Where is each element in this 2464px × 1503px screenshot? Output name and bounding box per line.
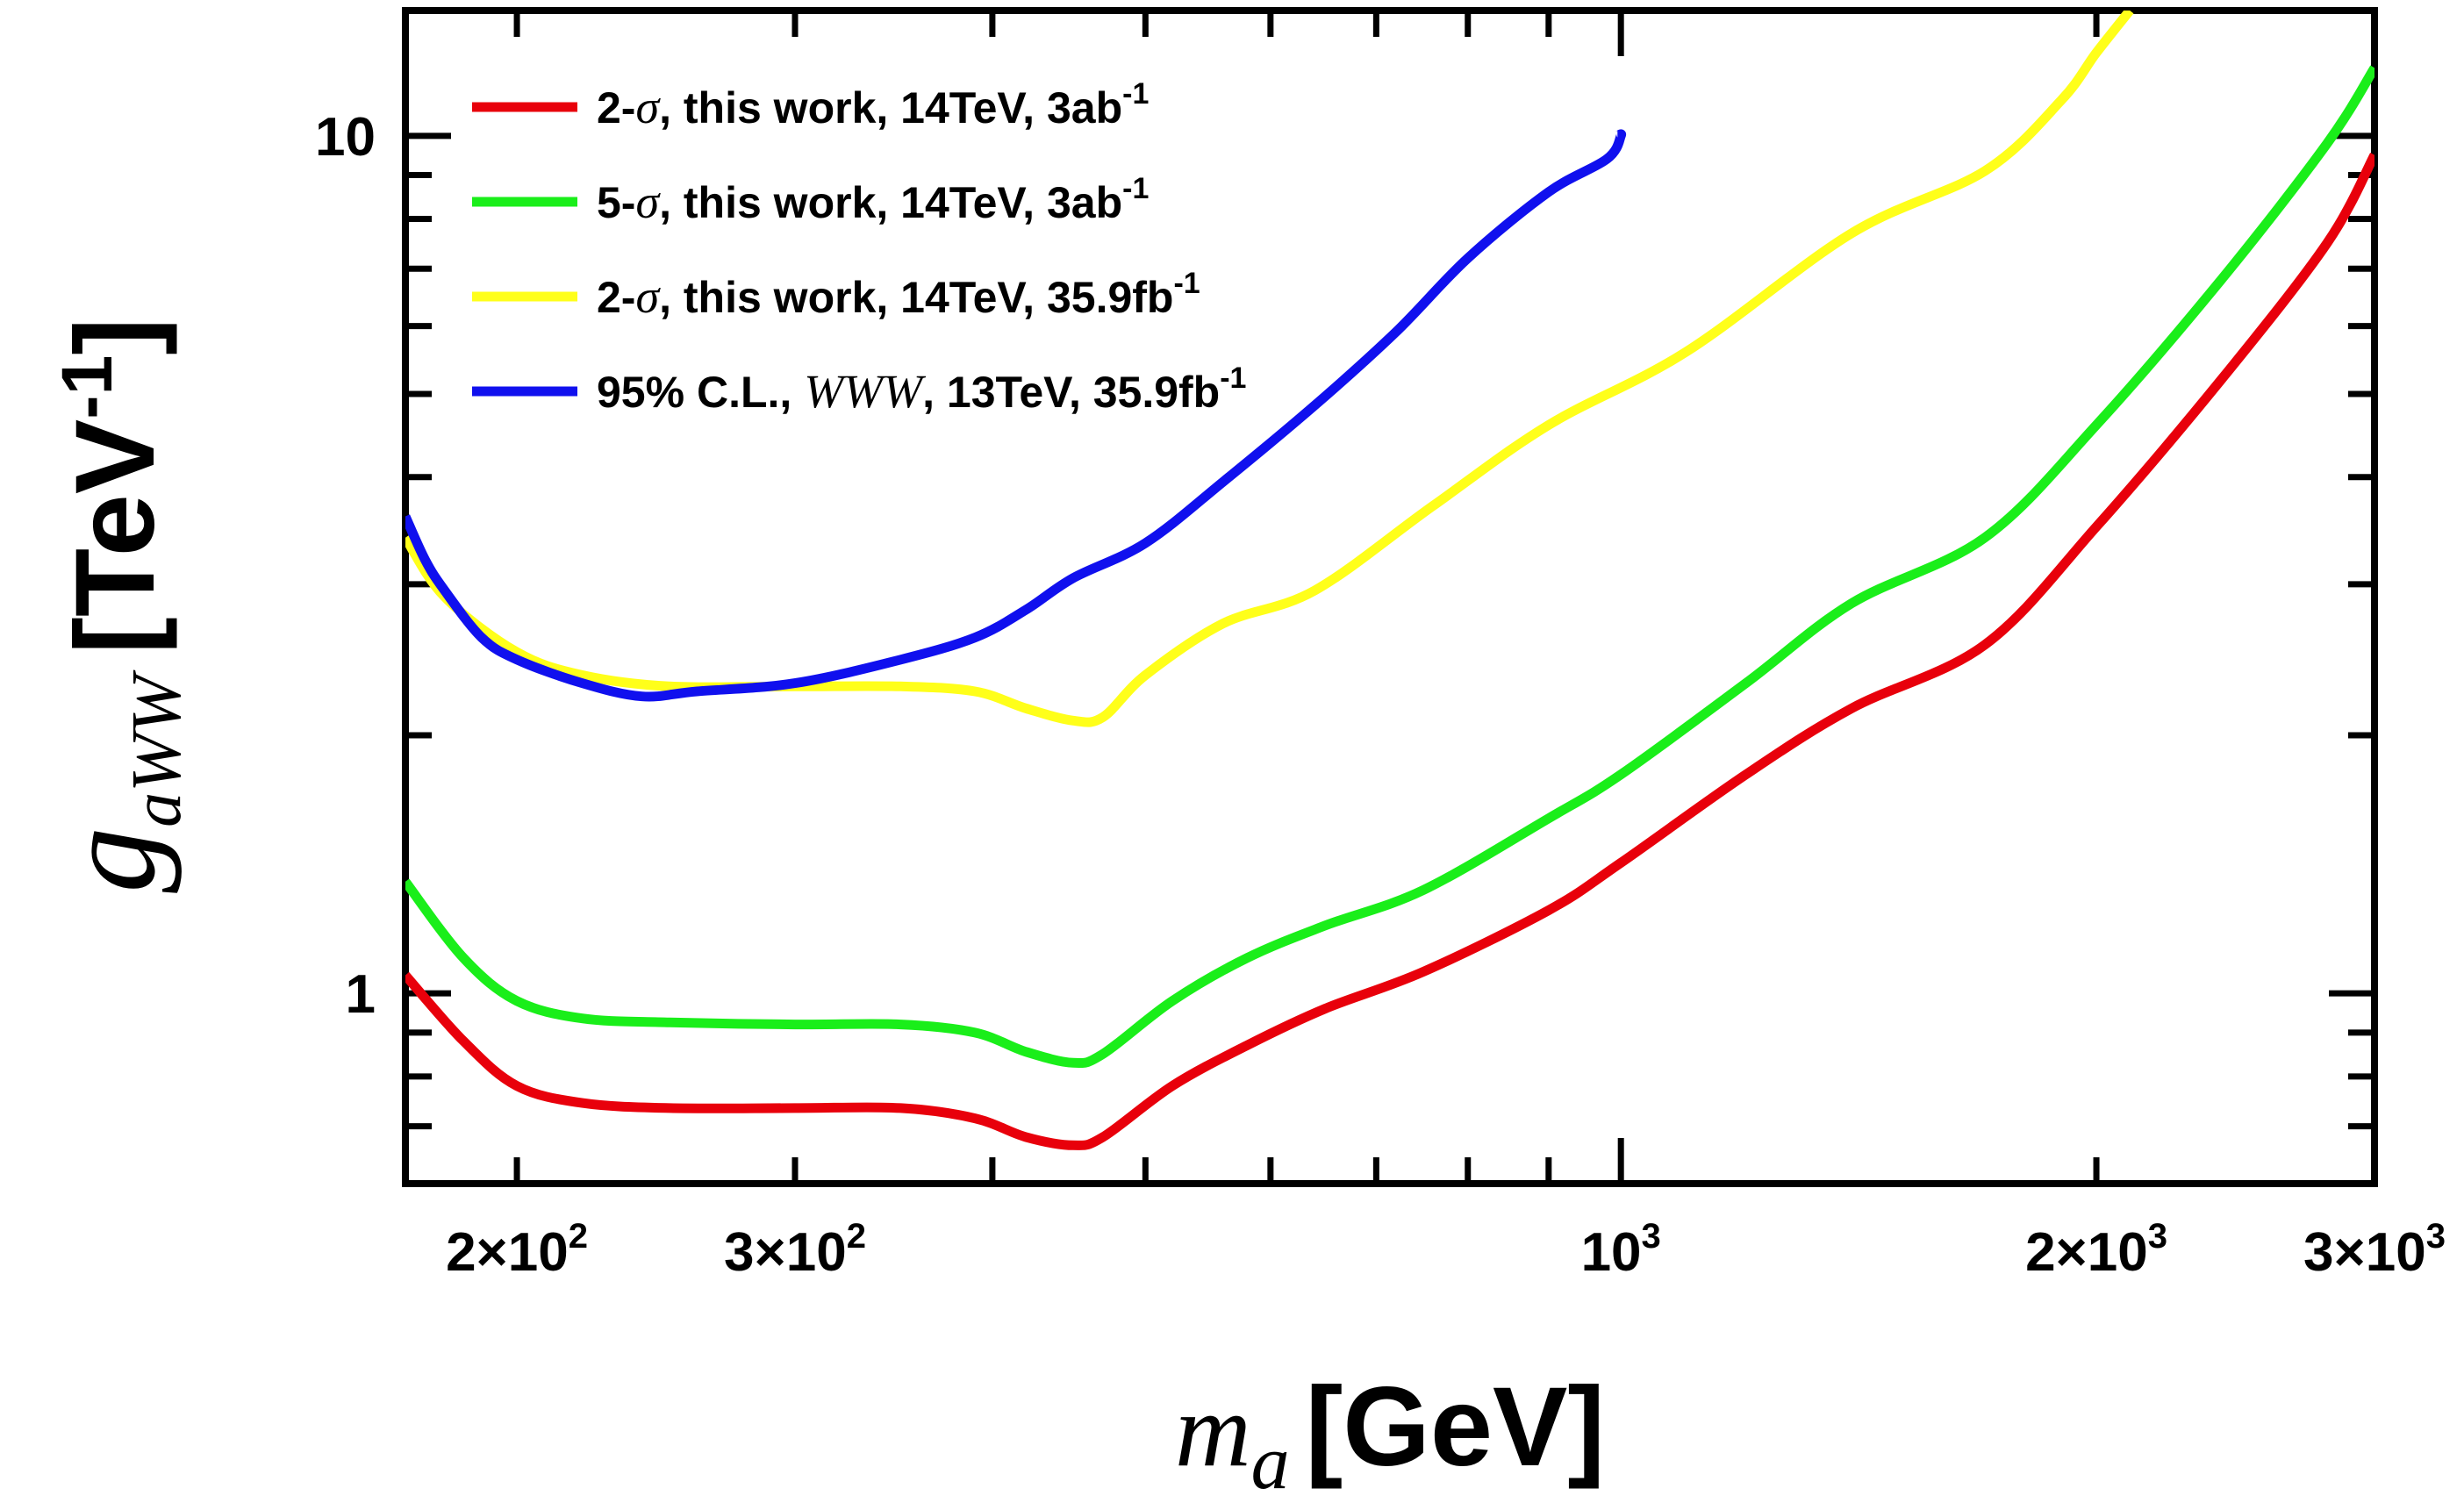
x-tick-label: 2×102 xyxy=(446,1217,588,1283)
legend-text-sup: -1 xyxy=(1122,77,1149,111)
legend-text-sup: -1 xyxy=(1220,361,1246,395)
legend-text-italic: σ xyxy=(635,175,661,228)
y-tick-label: 10 xyxy=(315,107,376,168)
y-axis-title: gaWW [TeV-1] xyxy=(37,318,196,893)
series-line-2 xyxy=(405,11,2134,727)
legend-text-italic: WWW xyxy=(804,365,927,418)
series-curves xyxy=(405,11,2374,1150)
x-tick-exponent: 3 xyxy=(2426,1217,2446,1256)
axis-ticks xyxy=(405,11,2378,1184)
y-axis-subscript: aWW xyxy=(118,669,196,827)
x-tick-label: 103 xyxy=(1581,1217,1661,1283)
legend-text-pre: 2- xyxy=(597,273,635,322)
x-tick-exponent: 2 xyxy=(847,1217,866,1256)
series-line-3 xyxy=(405,129,1627,702)
legend-entry-2: 2-σ, this work, 14TeV, 35.9fb-1 xyxy=(597,267,1200,323)
x-tick-mantissa: 2×10 xyxy=(2025,1222,2148,1283)
legend-text-post: , this work, 14TeV, 3ab xyxy=(659,178,1122,227)
x-tick-exponent: 3 xyxy=(1642,1217,1661,1256)
x-axis-title: ma [GeV] xyxy=(1175,1364,1605,1503)
series-line-0 xyxy=(405,152,2374,1150)
x-axis-subscript: a xyxy=(1251,1421,1290,1503)
plot-frame xyxy=(402,7,2378,1187)
legend-text-pre: 5- xyxy=(597,178,635,227)
legend-text-italic: σ xyxy=(635,270,661,323)
legend-text-sup: -1 xyxy=(1173,267,1200,300)
legend-text-pre: 95% C.L., xyxy=(597,368,804,417)
legend-text-post: , this work, 14TeV, 35.9fb xyxy=(659,273,1173,322)
legend-text-pre: 2- xyxy=(597,83,635,132)
legend-text-italic: σ xyxy=(635,81,661,133)
legend-text-sup: -1 xyxy=(1122,172,1149,205)
x-tick-mantissa: 10 xyxy=(1581,1222,1642,1283)
x-tick-label: 3×102 xyxy=(724,1217,866,1283)
x-tick-label: 2×103 xyxy=(2025,1217,2167,1283)
legend-entry-3: 95% C.L., WWW, 13TeV, 35.9fb-1 xyxy=(597,361,1246,418)
legend-text-post: , 13TeV, 35.9fb xyxy=(922,368,1220,417)
x-axis-unit: [GeV] xyxy=(1306,1364,1605,1490)
x-tick-exponent: 3 xyxy=(2148,1217,2167,1256)
y-axis-unit-exponent: -1 xyxy=(47,355,127,419)
x-tick-mantissa: 3×10 xyxy=(2303,1222,2426,1283)
y-axis-unit-close: ] xyxy=(53,318,178,355)
legend-text-post: , this work, 14TeV, 3ab xyxy=(659,83,1122,132)
legend-entry-1: 5-σ, this work, 14TeV, 3ab-1 xyxy=(597,172,1149,228)
x-tick-mantissa: 3×10 xyxy=(724,1222,847,1283)
x-axis-symbol: m xyxy=(1175,1371,1251,1488)
legend-entry-0: 2-σ, this work, 14TeV, 3ab-1 xyxy=(597,77,1149,133)
x-tick-exponent: 2 xyxy=(569,1217,588,1256)
legend: 2-σ, this work, 14TeV, 3ab-15-σ, this wo… xyxy=(472,77,1246,418)
x-tick-mantissa: 2×10 xyxy=(446,1222,569,1283)
y-tick-label: 1 xyxy=(346,964,376,1025)
y-axis-unit: [TeV xyxy=(53,419,178,655)
y-axis-symbol: g xyxy=(37,827,183,893)
series-line-1 xyxy=(405,65,2374,1069)
x-tick-label: 3×103 xyxy=(2303,1217,2446,1283)
